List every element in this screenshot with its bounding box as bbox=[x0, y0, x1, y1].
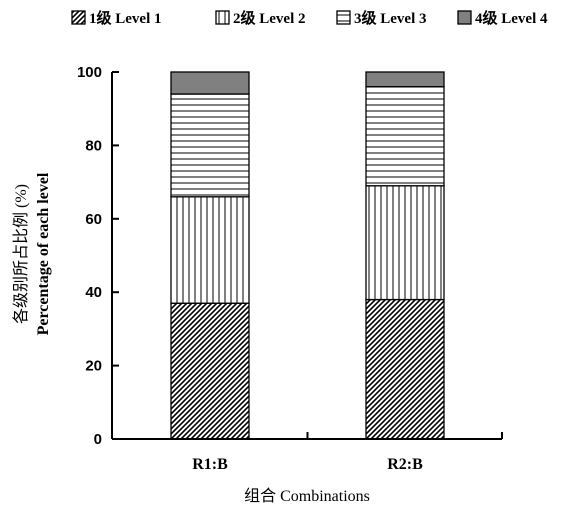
y-tick-label: 0 bbox=[94, 431, 102, 448]
axes: 0 20 40 60 80 100 R1:B R2:B bbox=[77, 64, 503, 473]
legend-label-level-3: 3级 Level 3 bbox=[354, 9, 427, 27]
y-tick-label: 100 bbox=[77, 64, 102, 81]
y-tick-label: 20 bbox=[85, 358, 102, 375]
bar-segment-r1-b-level-2 bbox=[170, 196, 250, 304]
x-category-label: R1:B bbox=[192, 456, 228, 473]
legend-swatch-level-2 bbox=[215, 10, 230, 25]
y-tick-label: 40 bbox=[85, 284, 102, 301]
legend-swatch-level-1 bbox=[71, 10, 86, 25]
bar-segment-r1-b-level-4 bbox=[170, 71, 250, 95]
bar-segment-r2-b-level-4 bbox=[365, 71, 445, 88]
y-tick-label: 80 bbox=[85, 137, 102, 154]
bar-segment-r2-b-level-3 bbox=[365, 86, 445, 187]
bar-segment-r1-b-level-3 bbox=[170, 93, 250, 198]
legend-label-level-2: 2级 Level 2 bbox=[233, 9, 306, 27]
legend-swatch-level-3 bbox=[336, 10, 351, 25]
y-axis-title-en: Percentage of each level bbox=[35, 172, 52, 335]
bars bbox=[170, 71, 445, 440]
bar-segment-r1-b-level-1 bbox=[170, 302, 250, 440]
legend-swatch-level-4 bbox=[457, 10, 472, 25]
legend-label-level-1: 1级 Level 1 bbox=[89, 9, 162, 27]
y-tick-label: 60 bbox=[85, 211, 102, 228]
x-category-label: R2:B bbox=[387, 456, 423, 473]
y-axis-title-cn: 各级别所占比例 (%) bbox=[12, 184, 30, 324]
x-axis-title: 组合 Combinations bbox=[244, 487, 370, 505]
legend-label-level-4: 4级 Level 4 bbox=[475, 9, 548, 27]
bar-segment-r2-b-level-2 bbox=[365, 185, 445, 301]
legend: 1级 Level 1 2级 Level 2 3级 Level 3 4级 Level 4 bbox=[71, 9, 548, 27]
bar-segment-r2-b-level-1 bbox=[365, 298, 445, 440]
